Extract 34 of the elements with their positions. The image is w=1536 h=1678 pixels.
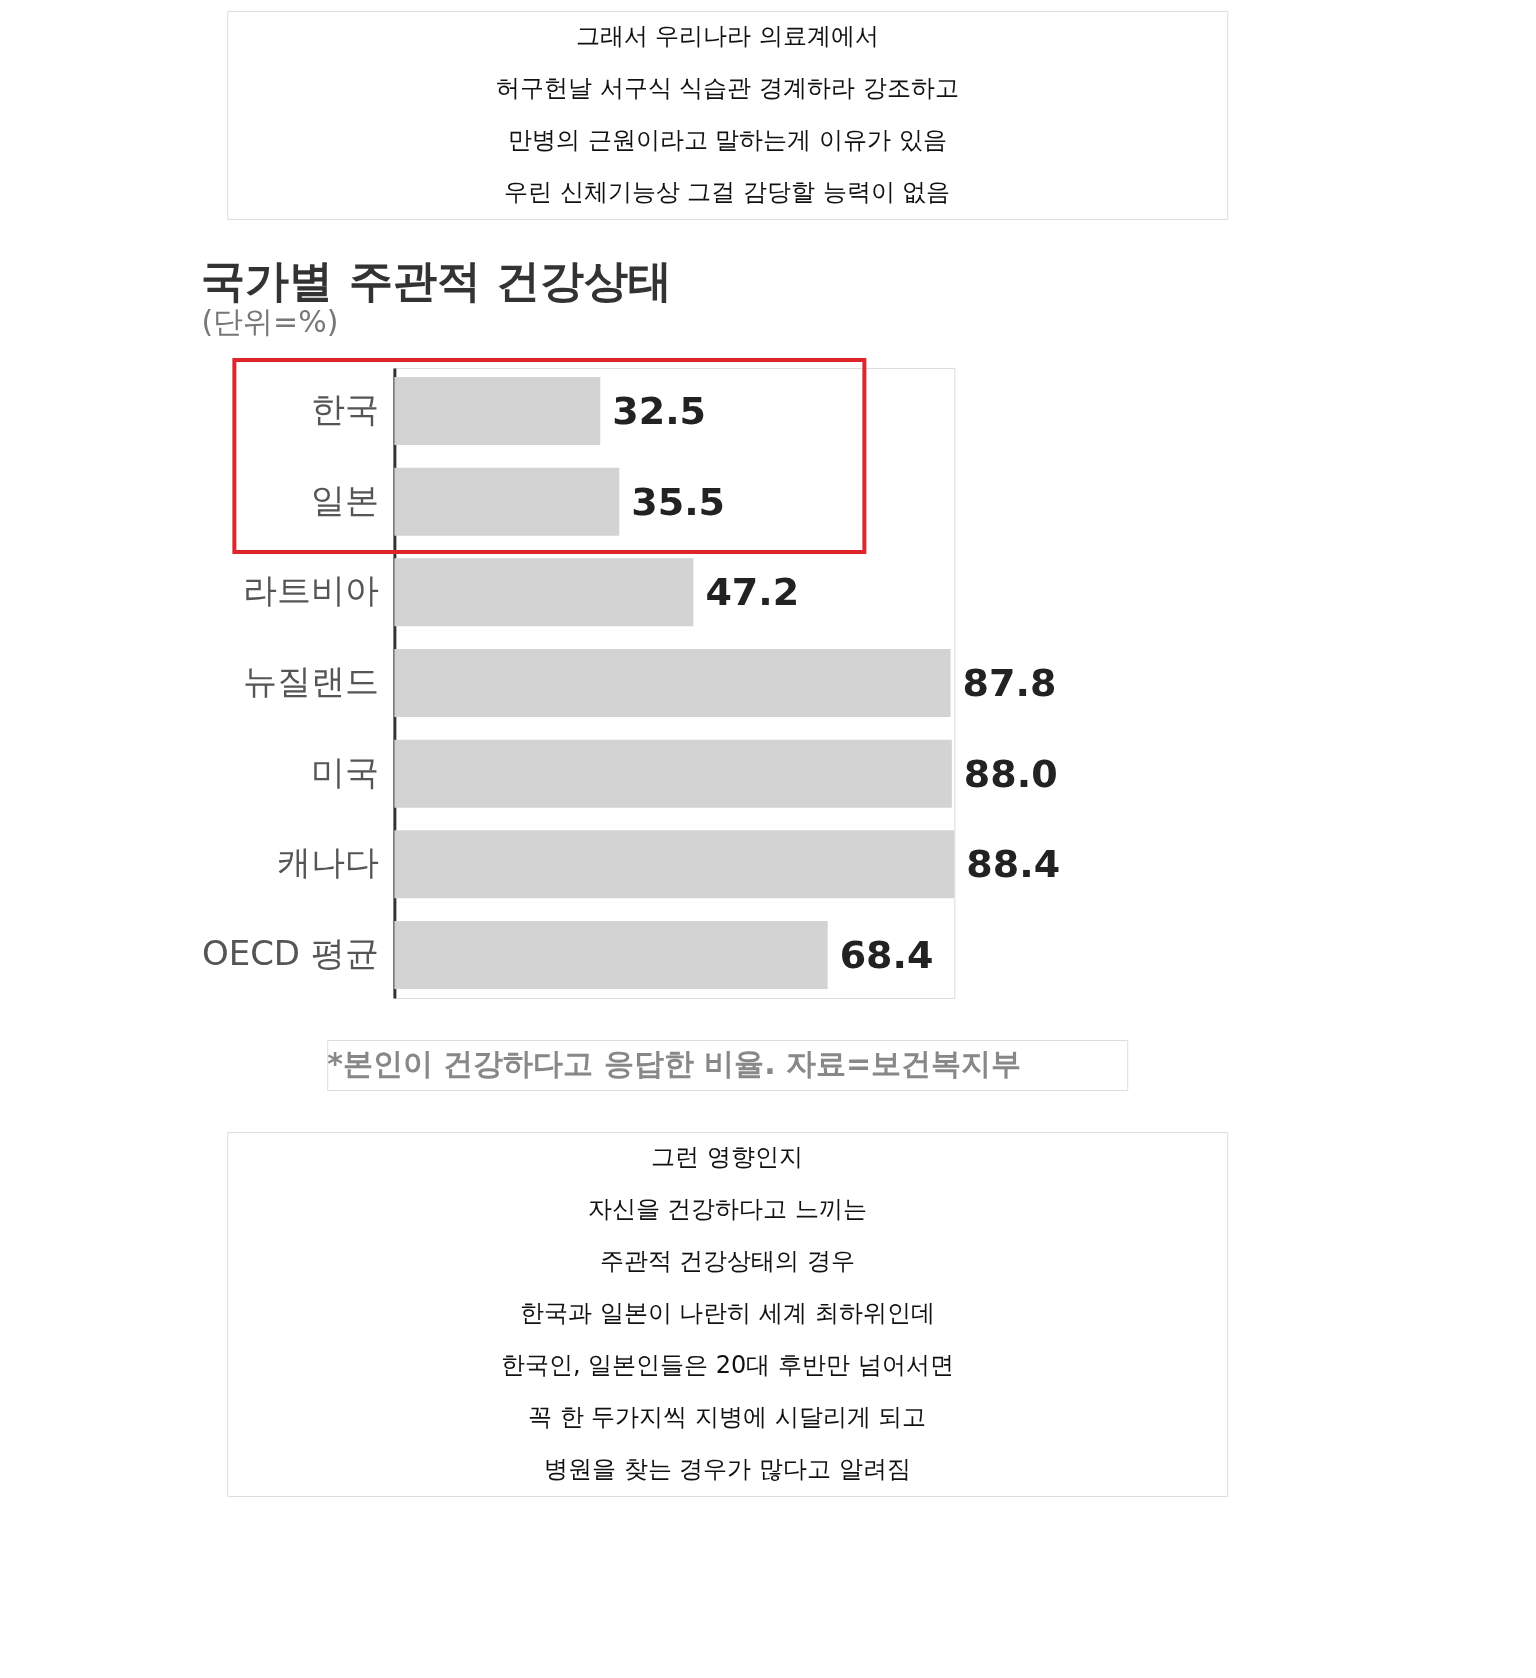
text: 꼭 한 두가지씩 지병에 시달리게 되고 (528, 1403, 927, 1431)
text: 그런 영향인지 (651, 1143, 804, 1171)
y-tick-label: 한국 (310, 389, 379, 430)
data-label: 68.4 (839, 932, 934, 977)
chart-title: 국가별 주관적 건강상태 (201, 255, 673, 306)
text: 우린 신체기능상 그걸 감당할 능력이 없음 (504, 178, 951, 206)
text: 한국인, 일본인들은 20대 후반만 넘어서면 (500, 1351, 954, 1379)
data-label: 35.5 (631, 479, 726, 524)
text: 주관적 건강상태의 경우 (599, 1247, 855, 1275)
bar (394, 467, 620, 536)
data-label: 47.2 (705, 570, 800, 615)
data-label: 87.8 (962, 661, 1057, 705)
y-tick-label: OECD 평균 (201, 932, 379, 973)
bar (394, 739, 952, 808)
y-tick-label: 미국 (310, 751, 379, 792)
data-label: 88.0 (963, 751, 1058, 796)
text: 한국과 일본이 나란히 세계 최하위인데 (519, 1299, 935, 1327)
y-tick-label: 라트비아 (242, 570, 379, 611)
data-label: 32.5 (612, 389, 707, 434)
data-label: 88.4 (966, 842, 1061, 887)
bar (394, 558, 694, 627)
text: 그래서 우리나라 의료계에서 (575, 22, 879, 50)
text: 허구헌날 서구식 식습관 경계하라 강조하고 (495, 74, 959, 102)
y-tick-label: 일본 (310, 479, 379, 520)
chart-subtitle: (단위=%) (201, 304, 339, 339)
text: 만병의 근원이라고 말하는게 이유가 있음 (507, 126, 947, 154)
y-tick-label: 캐나다 (276, 842, 379, 883)
text: 병원을 찾는 경우가 많다고 알려짐 (543, 1455, 911, 1483)
text: *본인이 건강하다고 응답한 비율. 자료=보건복지부 (327, 1046, 1022, 1081)
bar (394, 649, 951, 717)
y-tick-label: 뉴질랜드 (242, 661, 379, 701)
bar (394, 377, 601, 446)
bar (394, 920, 828, 989)
text: 자신을 건강하다고 느끼는 (587, 1195, 867, 1223)
